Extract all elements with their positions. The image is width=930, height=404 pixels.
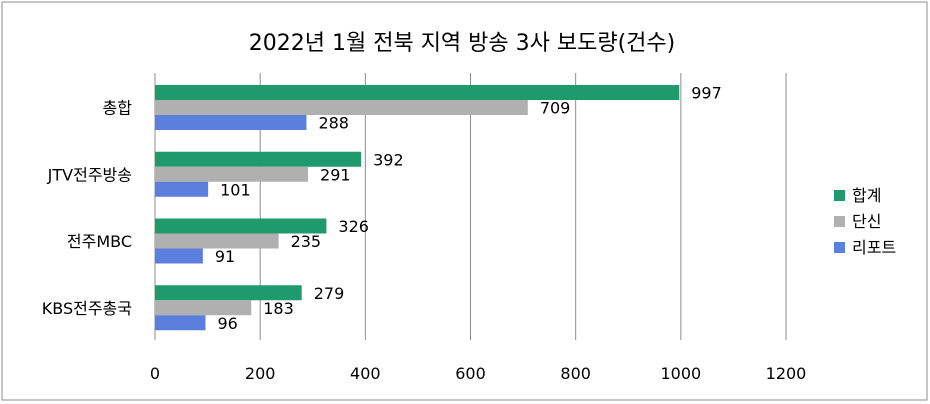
chart-title: 2022년 1월 전북 지역 방송 3사 보도량(건수) — [249, 31, 675, 56]
legend-swatch-단신 — [834, 216, 845, 227]
bar-단신-JTV전주방송 — [155, 166, 309, 182]
data-label: 291 — [320, 165, 351, 184]
bar-리포트-KBS전주총국 — [155, 315, 206, 331]
bar-리포트-총합 — [155, 115, 307, 130]
x-tick-label: 400 — [350, 364, 381, 383]
bar-단신-KBS전주총국 — [155, 300, 252, 316]
data-label: 279 — [314, 284, 345, 303]
data-label: 91 — [215, 247, 235, 266]
data-label: 709 — [540, 99, 571, 118]
data-label: 101 — [220, 180, 251, 199]
bar-리포트-전주MBC — [155, 248, 203, 264]
legend-label: 리포트 — [852, 238, 896, 257]
bar-합계-총합 — [155, 85, 680, 100]
data-label: 183 — [263, 299, 294, 318]
bar-단신-전주MBC — [155, 233, 279, 249]
data-label: 997 — [691, 84, 722, 103]
legend-label: 합계 — [852, 186, 881, 205]
data-label: 326 — [338, 217, 369, 236]
x-tick-label: 1000 — [660, 364, 701, 383]
x-tick-label: 1200 — [766, 364, 807, 383]
bar-리포트-JTV전주방송 — [155, 181, 209, 197]
legend-swatch-합계 — [834, 190, 845, 201]
data-label: 288 — [318, 114, 349, 133]
category-label: JTV전주방송 — [47, 165, 132, 184]
data-label: 392 — [373, 150, 404, 169]
x-tick-label: 0 — [150, 364, 160, 383]
x-tick-label: 200 — [245, 364, 276, 383]
bar-단신-총합 — [155, 100, 528, 115]
bar-합계-전주MBC — [155, 218, 327, 234]
category-label: KBS전주총국 — [42, 299, 132, 318]
x-tick-label: 800 — [560, 364, 591, 383]
bar-합계-JTV전주방송 — [155, 151, 362, 167]
bar-layer — [155, 85, 680, 331]
x-tick-label: 600 — [455, 364, 486, 383]
label-layer: 0 200 400 600 800 1000 1200 총합 997 709 288 JTV전주방송 3… — [42, 84, 807, 384]
category-label: 총합 — [103, 99, 133, 118]
legend-label: 단신 — [852, 212, 881, 231]
data-label: 96 — [217, 314, 237, 333]
category-label: 전주MBC — [67, 232, 132, 251]
bar-합계-KBS전주총국 — [155, 285, 302, 301]
data-label: 235 — [291, 232, 322, 251]
legend-swatch-리포트 — [834, 242, 845, 253]
